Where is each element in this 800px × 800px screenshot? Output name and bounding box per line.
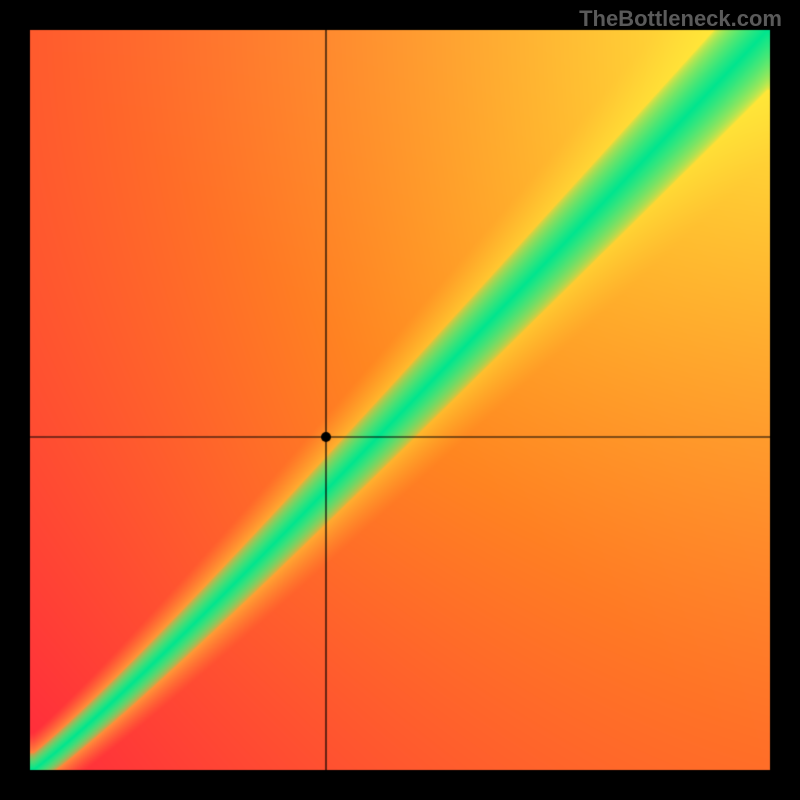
watermark-text: TheBottleneck.com bbox=[579, 6, 782, 32]
chart-container: TheBottleneck.com bbox=[0, 0, 800, 800]
heatmap-canvas bbox=[0, 0, 800, 800]
